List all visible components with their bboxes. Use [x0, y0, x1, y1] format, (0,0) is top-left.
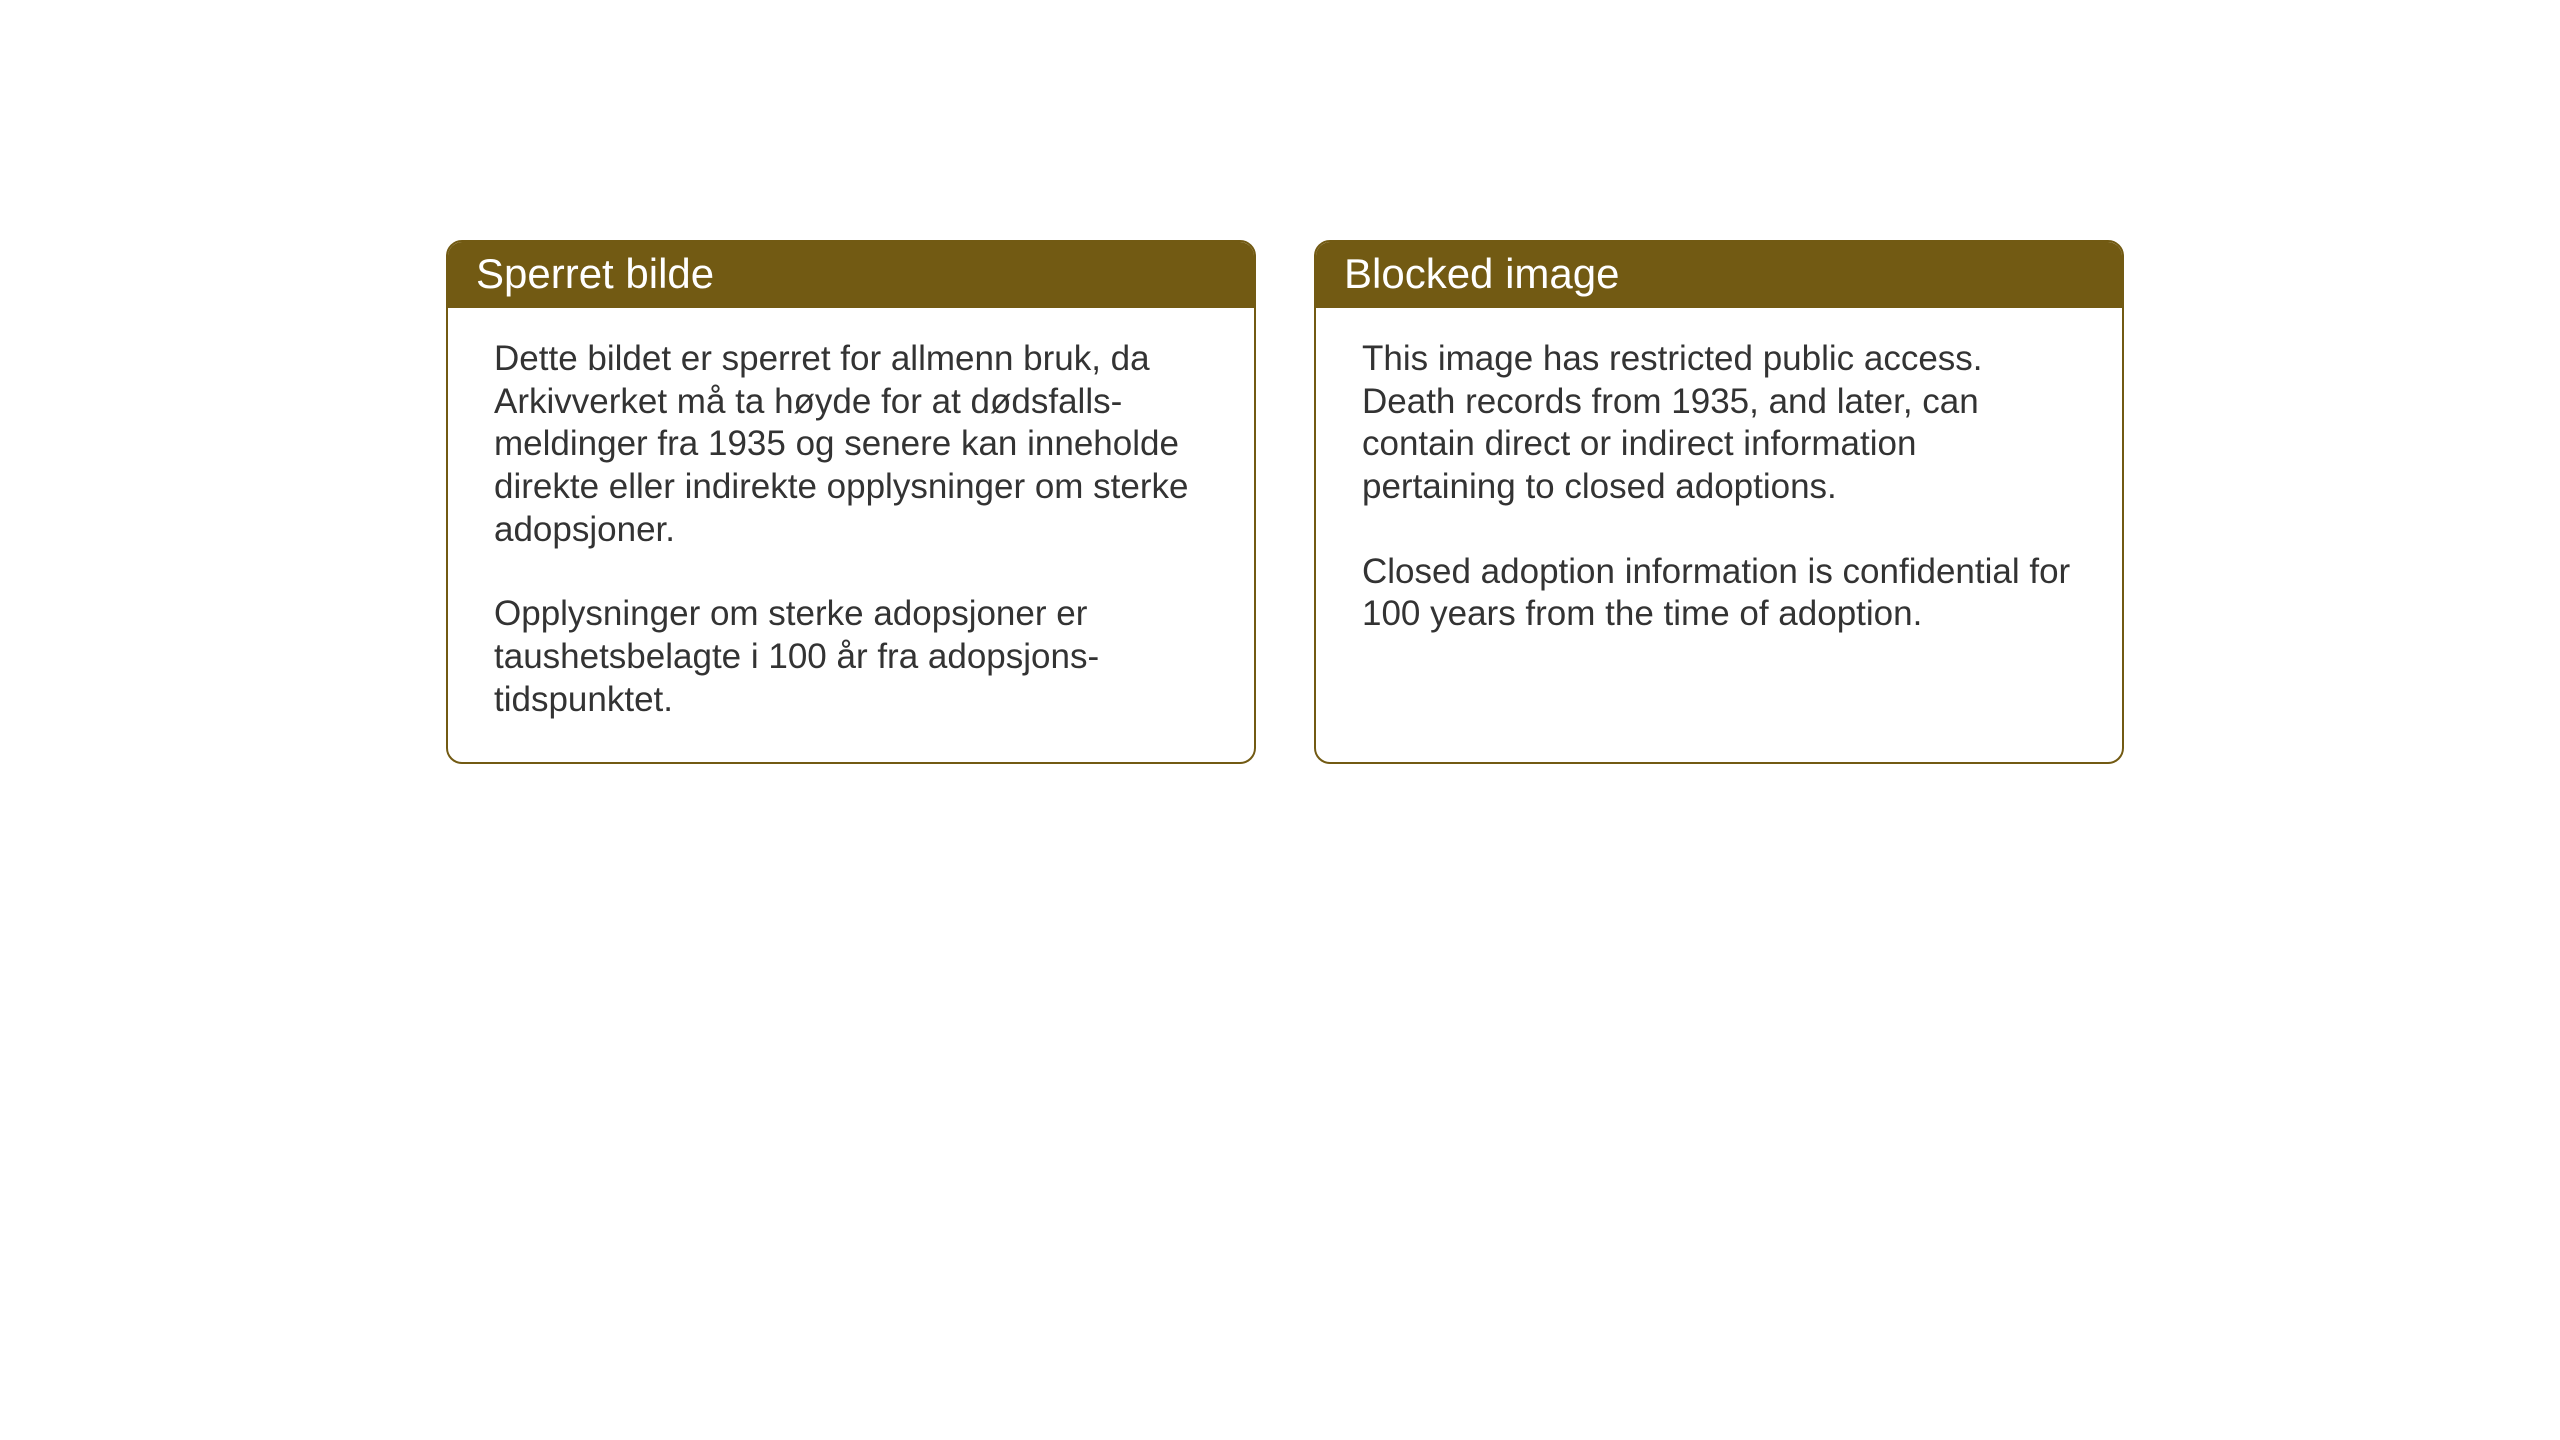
card-norwegian-body: Dette bildet er sperret for allmenn bruk… [448, 308, 1254, 762]
card-english-header: Blocked image [1316, 242, 2122, 308]
card-norwegian-paragraph-1: Dette bildet er sperret for allmenn bruk… [494, 338, 1208, 551]
card-english-paragraph-2: Closed adoption information is confident… [1362, 551, 2076, 636]
card-english-body: This image has restricted public access.… [1316, 308, 2122, 728]
card-english-paragraph-1: This image has restricted public access.… [1362, 338, 2076, 509]
card-norwegian-paragraph-2: Opplysninger om sterke adopsjoner er tau… [494, 593, 1208, 721]
card-english: Blocked image This image has restricted … [1314, 240, 2124, 764]
card-norwegian-header: Sperret bilde [448, 242, 1254, 308]
card-norwegian: Sperret bilde Dette bildet er sperret fo… [446, 240, 1256, 764]
card-norwegian-title: Sperret bilde [476, 250, 714, 297]
cards-container: Sperret bilde Dette bildet er sperret fo… [0, 0, 2560, 764]
card-english-title: Blocked image [1344, 250, 1619, 297]
